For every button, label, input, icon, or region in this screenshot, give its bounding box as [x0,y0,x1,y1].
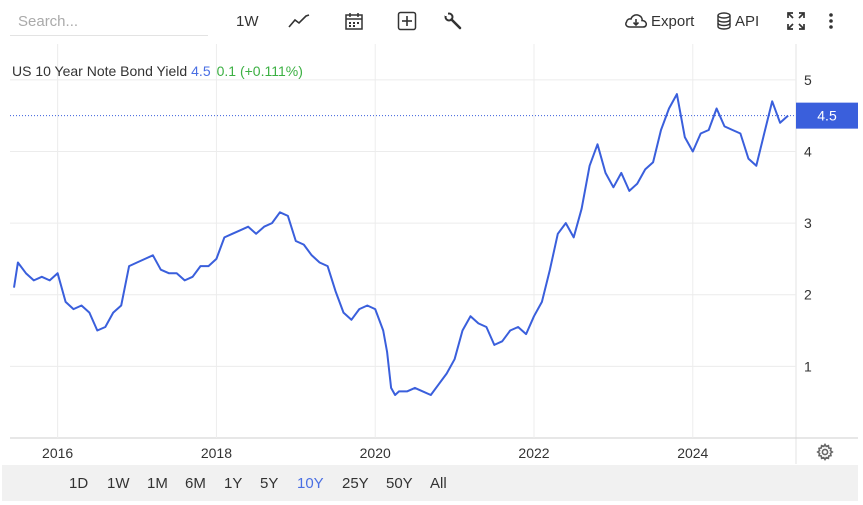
legend: US 10 Year Note Bond Yield 4.5 0.1 (+0.111… [12,63,303,79]
interval-label: 1W [236,12,259,30]
last-value-badge [796,102,858,129]
api-button[interactable]: API [716,10,759,32]
legend-value: 4.5 [191,63,211,79]
cloud-download-icon [625,14,647,28]
y-tick-label: 4 [804,143,812,159]
export-label: Export [651,12,695,30]
x-tick-label: 2024 [677,445,708,461]
line-chart-icon[interactable] [288,10,310,32]
y-tick-label: 1 [804,358,812,374]
export-button[interactable]: Export [624,10,694,32]
range-50y[interactable]: 50Y [386,475,413,492]
interval-button[interactable]: 1W [236,10,259,32]
range-all[interactable]: All [430,475,447,492]
range-1w[interactable]: 1W [107,475,130,492]
database-icon [717,12,731,30]
legend-change: 0.1 (+0.111%) [216,63,303,79]
toolbar: 1W Export API [0,0,863,44]
chart-svg[interactable]: 1 2 3 4 5 2016 2018 2020 2022 2024 4.5 [10,44,858,464]
range-10y[interactable]: 10Y [297,475,324,492]
more-vertical-icon[interactable] [826,10,836,32]
range-1m[interactable]: 1M [147,475,168,492]
x-tick-label: 2018 [201,445,232,461]
x-tick-label: 2016 [42,445,73,461]
series-line [13,93,789,396]
range-selector: 1D 1W 1M 6M 1Y 5Y 10Y 25Y 50Y All [2,465,858,501]
settings-icon[interactable] [816,443,834,466]
range-1y[interactable]: 1Y [224,475,243,492]
y-tick-label: 2 [804,287,812,303]
x-tick-label: 2022 [518,445,549,461]
last-value-label: 4.5 [817,108,837,124]
range-6m[interactable]: 6M [185,475,206,492]
y-tick-label: 3 [804,215,812,231]
add-icon[interactable] [397,10,417,32]
search-input[interactable] [10,8,208,36]
y-tick-label: 5 [804,72,812,88]
wrench-icon[interactable] [443,10,463,32]
calendar-icon[interactable] [344,10,364,32]
fullscreen-icon[interactable] [786,10,806,32]
legend-series-name: US 10 Year Note Bond Yield [12,63,188,79]
range-5y[interactable]: 5Y [260,475,279,492]
api-label: API [735,12,760,30]
chart-area[interactable]: 1 2 3 4 5 2016 2018 2020 2022 2024 4.5 [10,44,858,464]
range-25y[interactable]: 25Y [342,475,369,492]
x-tick-label: 2020 [360,445,391,461]
range-1d[interactable]: 1D [69,475,89,492]
